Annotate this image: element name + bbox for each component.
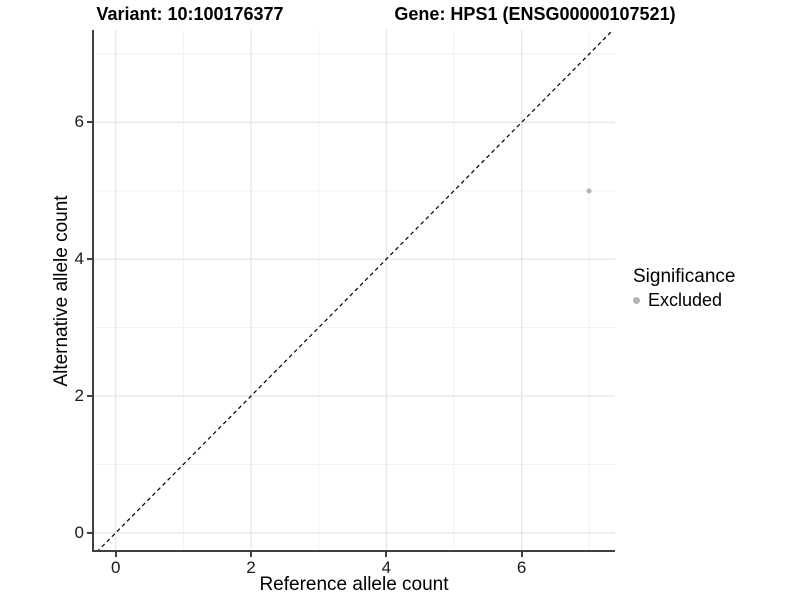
plot-title-variant: Variant: 10:100176377 (96, 4, 284, 24)
legend: Significance Excluded (628, 266, 735, 311)
x-axis-title: Reference allele count (259, 574, 449, 595)
y-axis-tick-label: 4 (74, 249, 84, 269)
legend-title: Significance (633, 266, 736, 287)
x-axis-tick (114, 552, 117, 557)
x-axis-tick-label: 0 (110, 558, 121, 577)
identity-dashed-line (96, 30, 614, 552)
legend-item-label: Excluded (648, 290, 723, 310)
x-axis-tick (249, 552, 252, 557)
plot-title-gene: Gene: HPS1 (ENSG00000107521) (394, 4, 676, 24)
y-axis-tick (87, 258, 92, 261)
y-axis-tick-label: 0 (74, 522, 84, 542)
y-axis-tick (87, 121, 92, 124)
y-axis-tick-label: 6 (74, 112, 84, 132)
data-point (586, 188, 592, 194)
y-axis-tick-label: 2 (74, 386, 84, 406)
x-axis-tick-label: 6 (516, 558, 527, 577)
y-axis-tick (87, 531, 92, 534)
x-axis-tick (520, 552, 523, 557)
plot-panel (92, 30, 615, 552)
x-axis-tick-label: 4 (381, 558, 392, 577)
plot-canvas (92, 30, 615, 552)
legend-item-excluded: Excluded (633, 290, 735, 311)
x-axis-tick (385, 552, 388, 557)
y-axis-title: Alternative allele count (51, 195, 72, 387)
legend-point-icon (633, 297, 640, 304)
x-axis-tick-label: 2 (246, 558, 256, 577)
y-axis-tick (87, 395, 92, 398)
